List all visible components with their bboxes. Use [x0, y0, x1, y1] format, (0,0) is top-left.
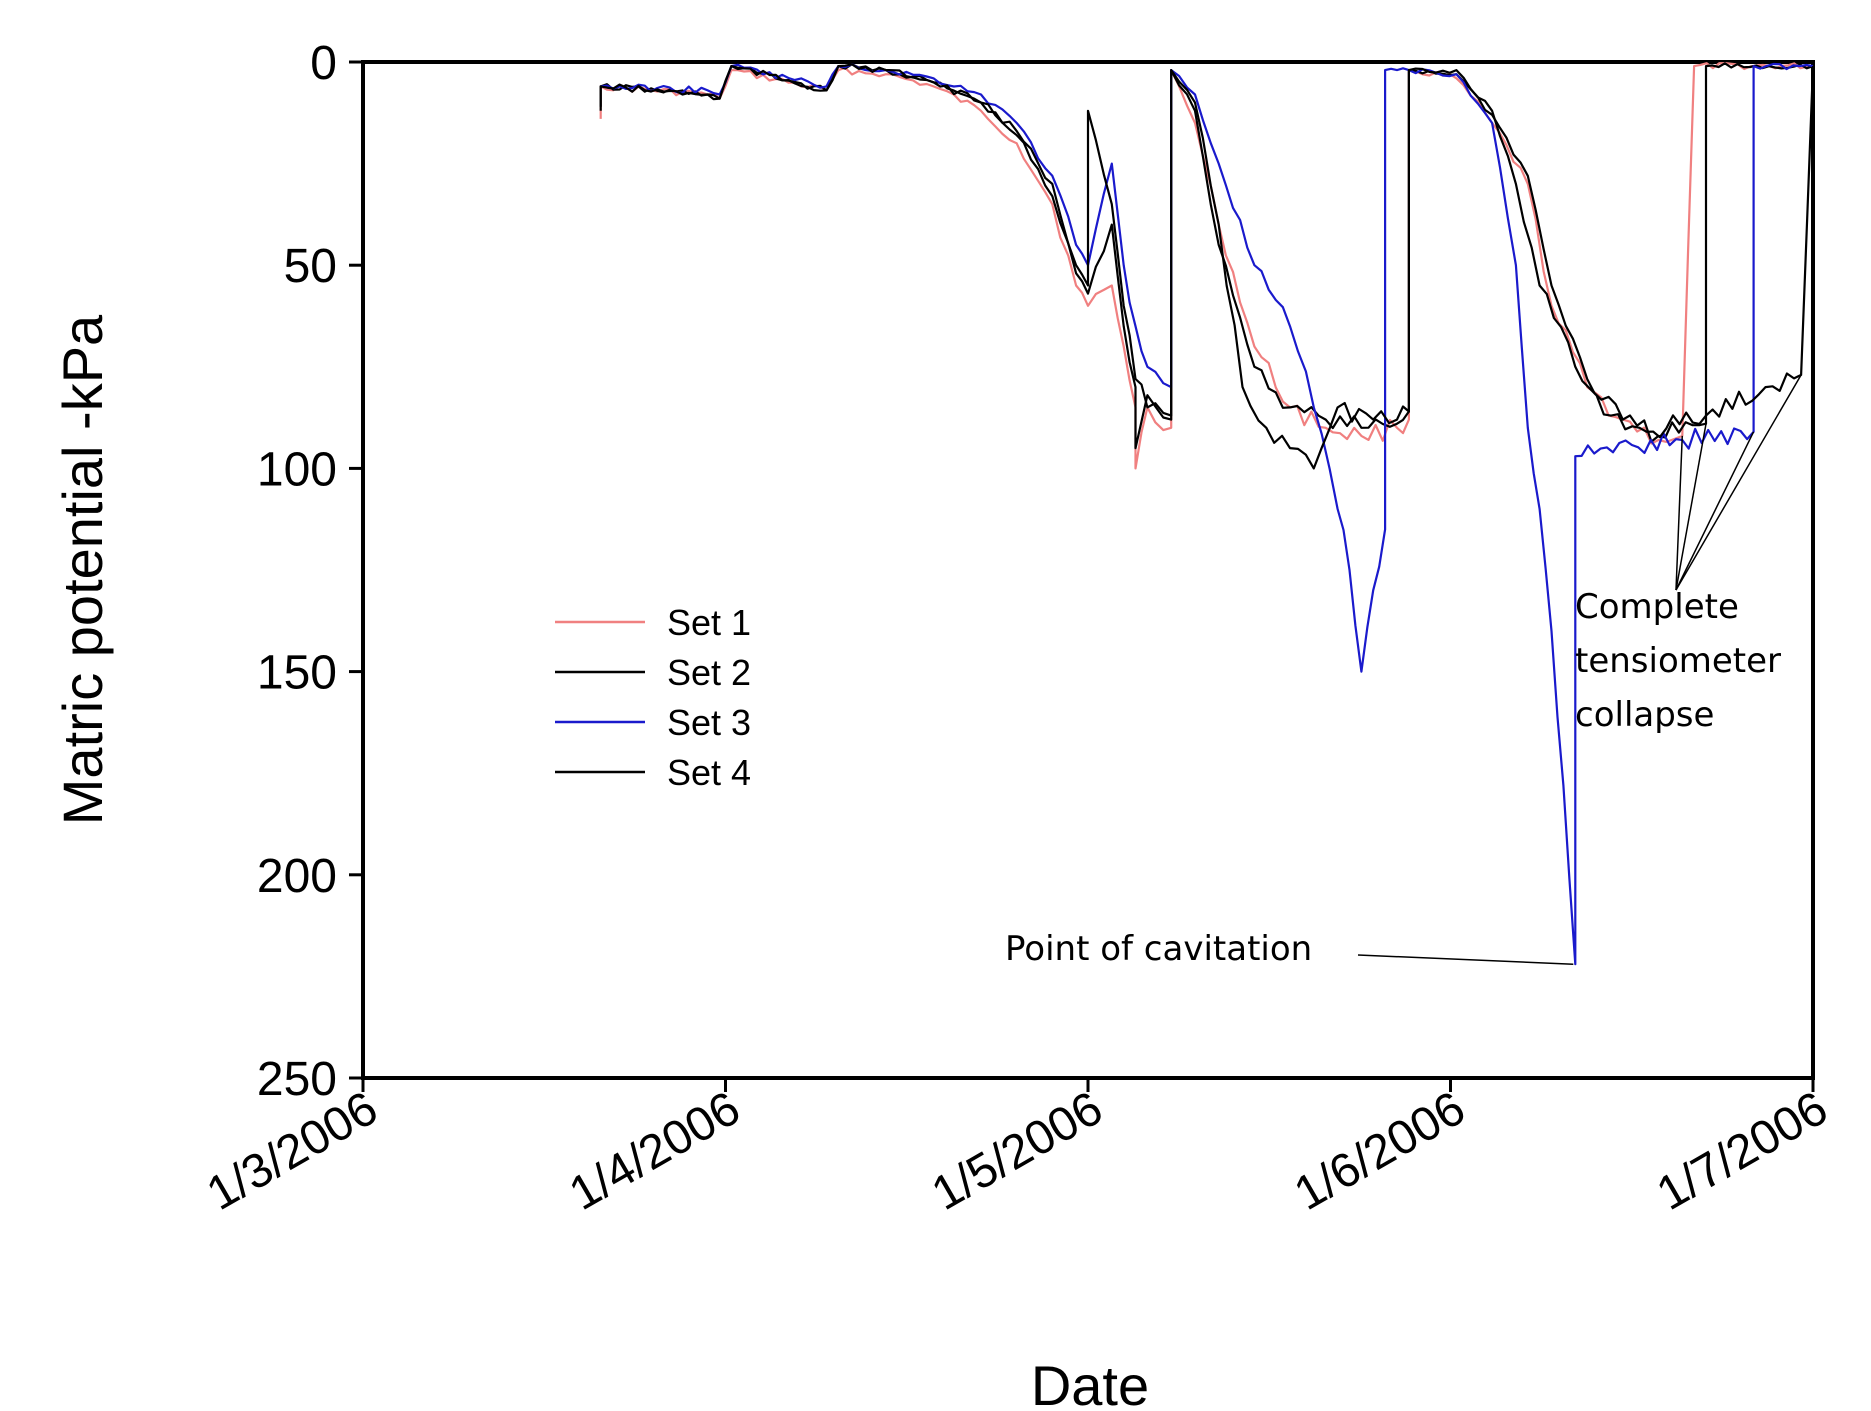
y-tick-label: 250	[257, 1053, 337, 1106]
y-axis-title: Matric potential -kPa	[51, 314, 114, 825]
legend-label: Set 3	[667, 702, 751, 743]
y-tick-label: 150	[257, 647, 337, 700]
legend-label: Set 1	[667, 602, 751, 643]
series-layer	[599, 62, 1815, 966]
y-axis: 0 50 100 150 200 250	[257, 37, 365, 1106]
x-tick-label: 1/5/2006	[923, 1082, 1111, 1221]
x-axis: 1/3/2006 1/4/2006 1/5/2006 1/6/2006 1/7/2006	[198, 1076, 1837, 1221]
legend: Set 1 Set 2 Set 3 Set 4	[555, 602, 751, 793]
annotation-leader	[1675, 423, 1707, 591]
plot-area	[361, 60, 1815, 1080]
annotations: Point of cavitation Complete tensiometer co…	[1005, 374, 1802, 969]
annotation-collapse-line: Complete	[1575, 587, 1739, 627]
annotation-leader	[1675, 374, 1802, 591]
x-tick-label: 1/4/2006	[561, 1082, 749, 1221]
y-tick-label: 100	[257, 443, 337, 496]
series-line-set-3	[600, 62, 1814, 966]
annotation-leader	[1675, 431, 1755, 591]
x-tick-label: 1/6/2006	[1286, 1082, 1474, 1221]
legend-label: Set 4	[667, 752, 751, 793]
annotation-leader	[1357, 954, 1574, 965]
annotation-leader	[1675, 435, 1684, 591]
series-line-set-4	[599, 63, 1815, 470]
y-tick-label: 200	[257, 850, 337, 903]
x-tick-label: 1/7/2006	[1648, 1082, 1836, 1221]
x-axis-title: Date	[1031, 1354, 1149, 1411]
y-tick-label: 50	[284, 240, 337, 293]
legend-label: Set 2	[667, 652, 751, 693]
annotation-collapse-line: collapse	[1575, 695, 1714, 735]
annotation-cavitation: Point of cavitation	[1005, 929, 1312, 969]
y-tick-label: 0	[310, 37, 337, 90]
annotation-collapse-line: tensiometer	[1575, 641, 1781, 681]
